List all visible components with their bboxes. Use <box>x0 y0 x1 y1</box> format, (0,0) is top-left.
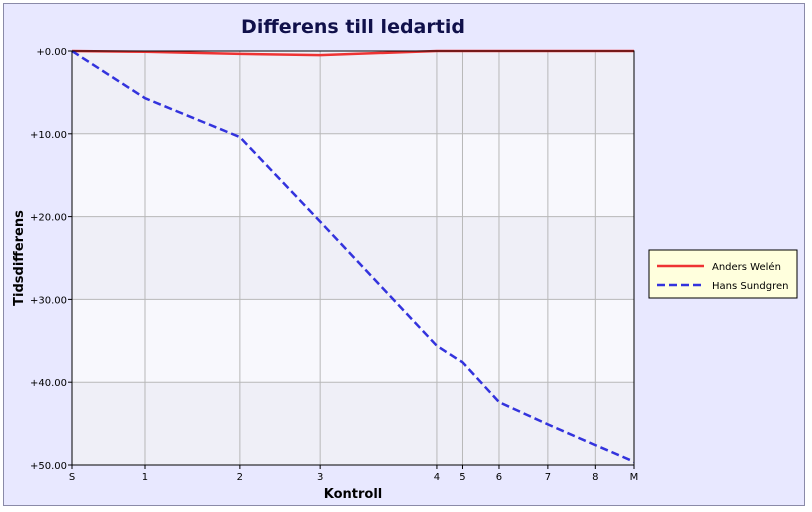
x-tick-label: 7 <box>545 472 551 483</box>
legend-label-hans-sundgren: Hans Sundgren <box>712 281 788 292</box>
x-axis: S 1 2 3 4 5 6 7 8 M <box>69 465 639 483</box>
plot-band <box>72 51 634 134</box>
series-line-hans-sundgren <box>71 49 635 463</box>
x-tick-label: 6 <box>496 472 502 483</box>
y-axis-title: Tidsdifferens <box>12 210 27 306</box>
y-tick-label: +40.00 <box>30 378 67 389</box>
x-tick-label: 4 <box>434 472 440 483</box>
y-axis: +0.00 +10.00 +20.00 +30.00 +40.00 +50.00 <box>30 47 72 472</box>
x-axis-title: Kontroll <box>324 487 383 502</box>
x-tick-label: 1 <box>142 472 148 483</box>
y-tick-label: +50.00 <box>30 461 67 472</box>
chart-title: Differens till ledartid <box>241 16 465 38</box>
y-tick-label: +10.00 <box>30 130 67 141</box>
plot-band <box>72 299 634 383</box>
x-tick-label: M <box>630 472 639 483</box>
legend: Anders Welén Hans Sundgren <box>648 249 798 299</box>
x-tick-label: 8 <box>592 472 598 483</box>
grid-lines <box>72 51 634 465</box>
plot-background <box>72 51 634 465</box>
y-tick-label: +30.00 <box>30 295 67 306</box>
plot-border <box>71 50 635 466</box>
legend-box <box>648 249 798 299</box>
legend-label-anders-welen: Anders Welén <box>712 261 781 273</box>
y-tick-label: +20.00 <box>30 213 67 224</box>
x-tick-label: S <box>69 472 75 483</box>
x-tick-label: 3 <box>317 472 323 483</box>
plot-band <box>72 133 634 217</box>
y-tick-label: +0.00 <box>36 47 67 58</box>
x-tick-label: 2 <box>237 472 243 483</box>
plot-band <box>72 382 634 465</box>
x-tick-label: 5 <box>459 472 465 483</box>
